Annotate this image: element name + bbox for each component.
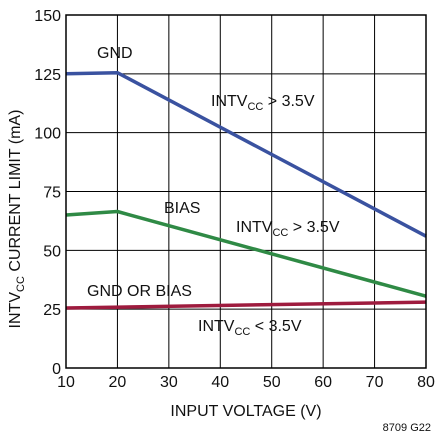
series-line-2 — [65, 300, 427, 310]
y-axis-label: INTVCC CURRENT LIMIT (mA) — [7, 110, 27, 329]
x-tick-label-2: 30 — [160, 374, 178, 391]
annotation-gnd: GND — [97, 45, 133, 62]
series-line-0 — [65, 70, 427, 238]
x-tick-label-7: 80 — [417, 374, 435, 391]
y-tick-labels: 0 25 50 75 100 125 150 — [34, 8, 61, 378]
y-tick-label-1: 25 — [43, 302, 61, 319]
y-tick-label-0: 0 — [52, 361, 61, 378]
y-tick-label-3: 75 — [43, 185, 61, 202]
figure-code: 8709 G22 — [383, 422, 431, 434]
y-tick-label-2: 50 — [43, 243, 61, 260]
x-axis-label: INPUT VOLTAGE (V) — [170, 403, 321, 420]
x-tick-label-5: 60 — [314, 374, 332, 391]
x-tick-label-6: 70 — [366, 374, 384, 391]
y-tick-label-6: 150 — [34, 8, 61, 25]
annotation-gnd-or-bias: GND OR BIAS — [87, 283, 192, 300]
x-tick-label-1: 20 — [109, 374, 127, 391]
annotation-intv-low: INTVCC < 3.5V — [198, 318, 302, 338]
plot-frame — [65, 14, 427, 369]
x-tick-labels: 10 20 30 40 50 60 70 80 — [57, 374, 435, 391]
series-line-1 — [65, 209, 427, 298]
annotation-intv-high-2: INTVCC > 3.5V — [236, 219, 340, 239]
series-lines — [65, 70, 427, 310]
x-tick-label-0: 10 — [57, 374, 75, 391]
x-tick-label-4: 50 — [263, 374, 281, 391]
y-tick-label-5: 125 — [34, 67, 61, 84]
grid-lines — [65, 14, 427, 369]
y-tick-label-4: 100 — [34, 126, 61, 143]
x-tick-label-3: 40 — [211, 374, 229, 391]
annotation-intv-high-1: INTVCC > 3.5V — [211, 93, 315, 113]
annotation-bias: BIAS — [164, 200, 200, 217]
